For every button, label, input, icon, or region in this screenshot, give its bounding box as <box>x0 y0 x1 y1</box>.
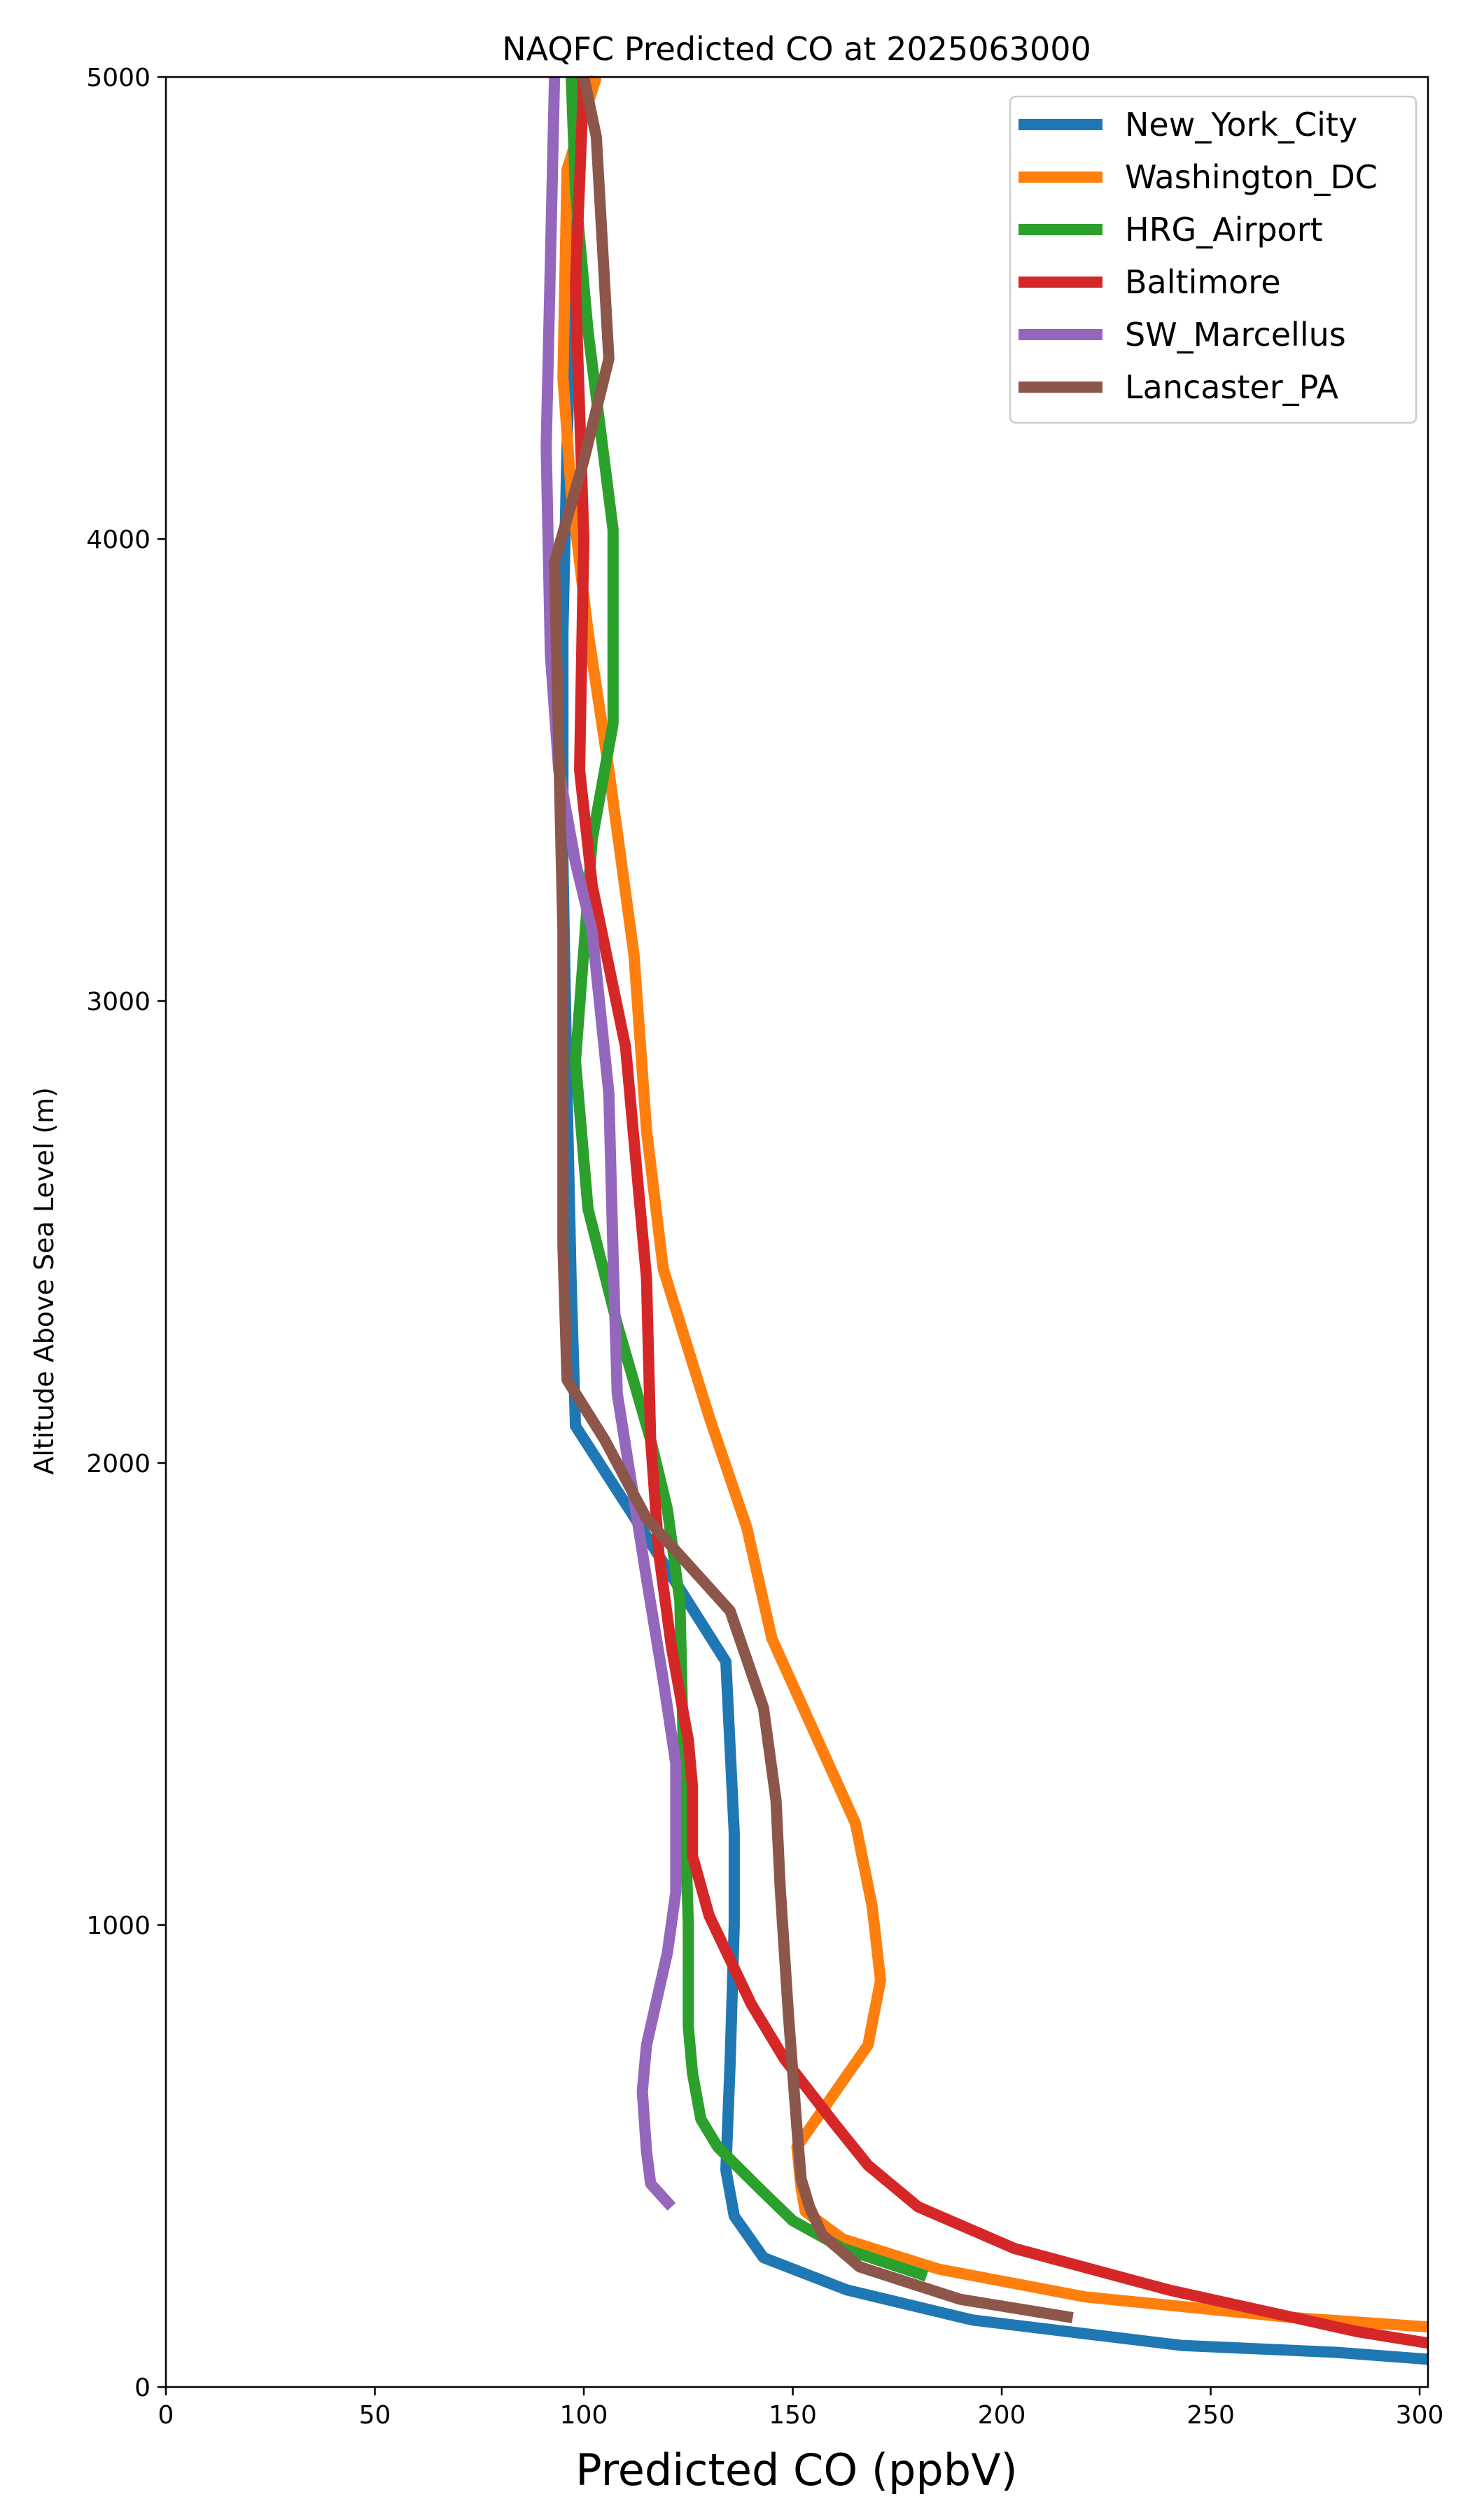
series-line-lancaster-pa <box>549 76 1074 2323</box>
legend-label-baltimore: Baltimore <box>1125 263 1281 301</box>
x-axis-label: Predicted CO (ppbV) <box>575 2444 1017 2496</box>
x-tick-label: 150 <box>769 2401 817 2430</box>
x-tick-label: 100 <box>560 2401 608 2430</box>
y-tick-label: 1000 <box>86 1912 150 1940</box>
legend-label-new-york-city: New_York_City <box>1125 106 1357 144</box>
x-tick-label: 200 <box>978 2401 1026 2430</box>
x-tick-label: 0 <box>158 2401 174 2430</box>
y-tick-label: 2000 <box>86 1450 150 1478</box>
x-axis-ticks: 0 50 100 150 200 250 300 <box>158 2387 1444 2430</box>
y-tick-label: 3000 <box>86 988 150 1016</box>
y-tick-label: 0 <box>134 2374 150 2402</box>
series-layer <box>540 75 1429 2365</box>
legend-label-sw-marcellus: SW_Marcellus <box>1125 316 1346 354</box>
y-axis-ticks: 0 1000 2000 3000 4000 5000 <box>86 64 166 2402</box>
legend-label-lancaster-pa: Lancaster_PA <box>1125 368 1338 406</box>
legend: New_York_City Washington_DC HRG_Airport Bal… <box>1009 95 1418 424</box>
x-tick-label: 250 <box>1186 2401 1235 2430</box>
legend-box <box>1009 95 1418 424</box>
y-tick-label: 5000 <box>86 64 150 92</box>
legend-label-washington-dc: Washington_DC <box>1125 158 1378 196</box>
plot-frame <box>164 76 1429 2388</box>
chart-title: NAQFC Predicted CO at 2025063000 <box>502 30 1091 68</box>
series-line-baltimore <box>570 76 1429 2349</box>
x-tick-label: 50 <box>359 2401 391 2430</box>
y-tick-label: 4000 <box>86 526 150 554</box>
x-tick-label: 300 <box>1396 2401 1444 2430</box>
legend-label-hrg-airport: HRG_Airport <box>1125 211 1323 248</box>
y-axis-label: Altitude Above Sea Level (m) <box>29 1087 59 1475</box>
